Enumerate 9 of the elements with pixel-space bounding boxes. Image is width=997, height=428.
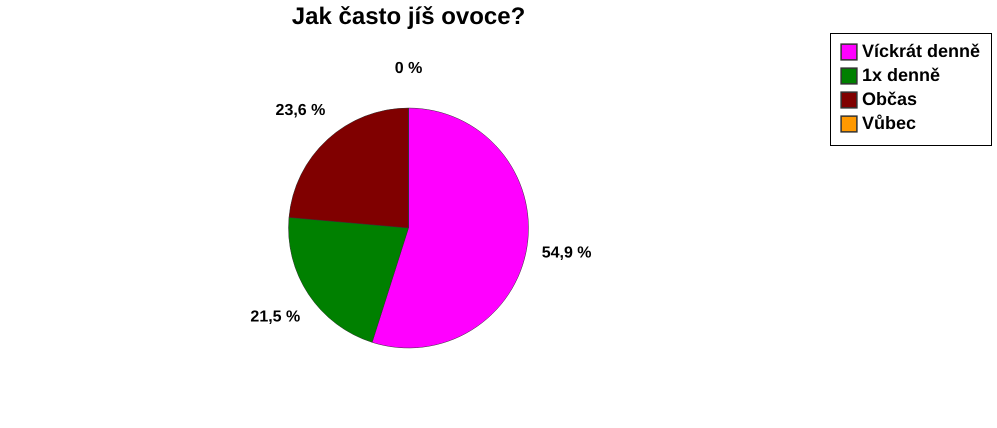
chart-title: Jak často jíš ovoce? — [292, 3, 526, 30]
legend-label: 1x denně — [862, 65, 940, 85]
text: 0 % — [394, 60, 422, 77]
data-label: 23,6 % — [276, 102, 326, 119]
legend-label: Víckrát denně — [862, 41, 980, 61]
legend-label: Vůbec — [862, 113, 916, 133]
data-label: 21,5 % — [250, 308, 300, 326]
data-label: 54,9 % — [542, 244, 592, 262]
legend-label: Občas — [862, 89, 918, 109]
